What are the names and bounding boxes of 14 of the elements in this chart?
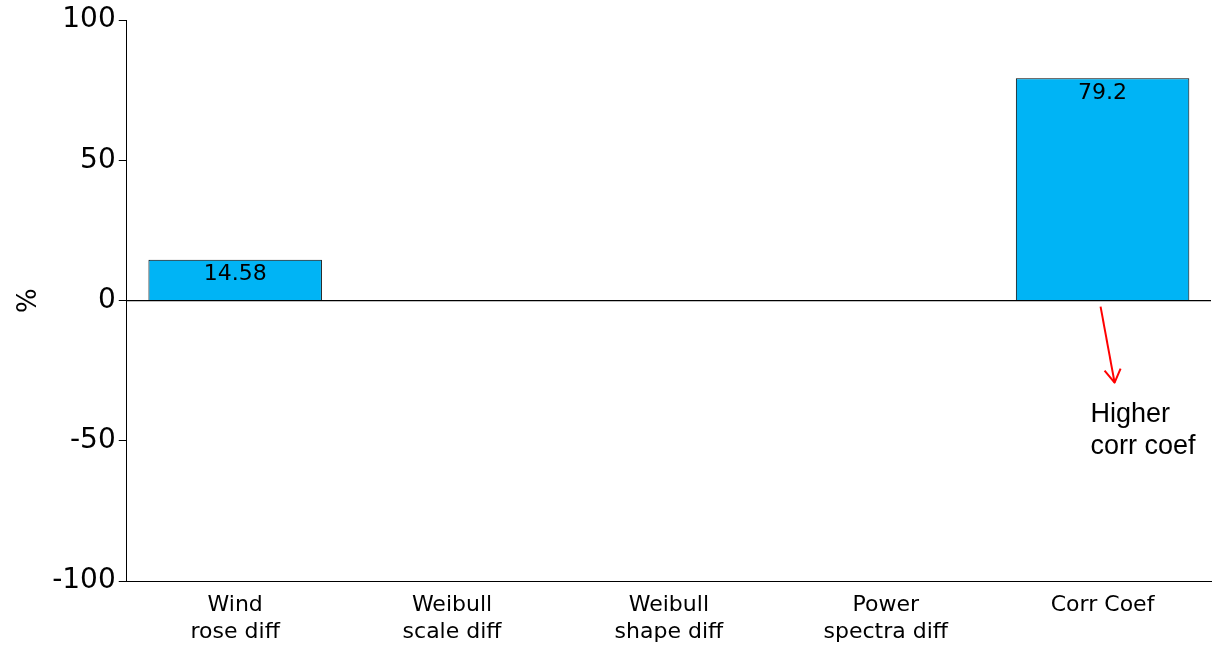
y-tick-label: -100 xyxy=(52,562,116,596)
y-tick-label: 0 xyxy=(97,281,116,315)
y-tick-label: -50 xyxy=(70,422,116,456)
x-tick-label: Corr Coef xyxy=(1050,591,1156,617)
x-tick-label: Weibull scale diff xyxy=(402,591,503,643)
x-tick-label: Power spectra diff xyxy=(823,591,949,643)
annotation: Higher corr coef xyxy=(1090,397,1197,460)
y-tick-label: 100 xyxy=(62,1,116,35)
x-tick-label: Wind rose diff xyxy=(190,591,281,643)
data-label: 14.58 xyxy=(203,260,267,286)
x-tick-label: Weibull shape diff xyxy=(614,591,725,643)
y-tick-label: 50 xyxy=(80,141,116,175)
data-label: 79.2 xyxy=(1078,79,1128,105)
y-axis-title: % xyxy=(12,288,43,313)
